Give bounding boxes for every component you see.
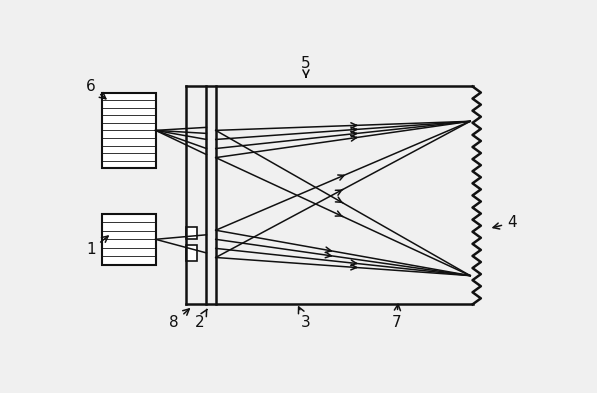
Bar xyxy=(103,93,156,168)
Bar xyxy=(186,245,197,261)
Text: 7: 7 xyxy=(392,304,401,330)
Bar xyxy=(103,214,156,265)
Text: 6: 6 xyxy=(86,79,106,99)
Text: 4: 4 xyxy=(493,215,516,230)
Text: 3: 3 xyxy=(298,307,311,330)
Text: 8: 8 xyxy=(170,309,189,330)
Text: 1: 1 xyxy=(86,236,108,257)
Text: 2: 2 xyxy=(195,309,207,330)
Text: 5: 5 xyxy=(301,56,311,77)
Bar xyxy=(186,227,197,239)
